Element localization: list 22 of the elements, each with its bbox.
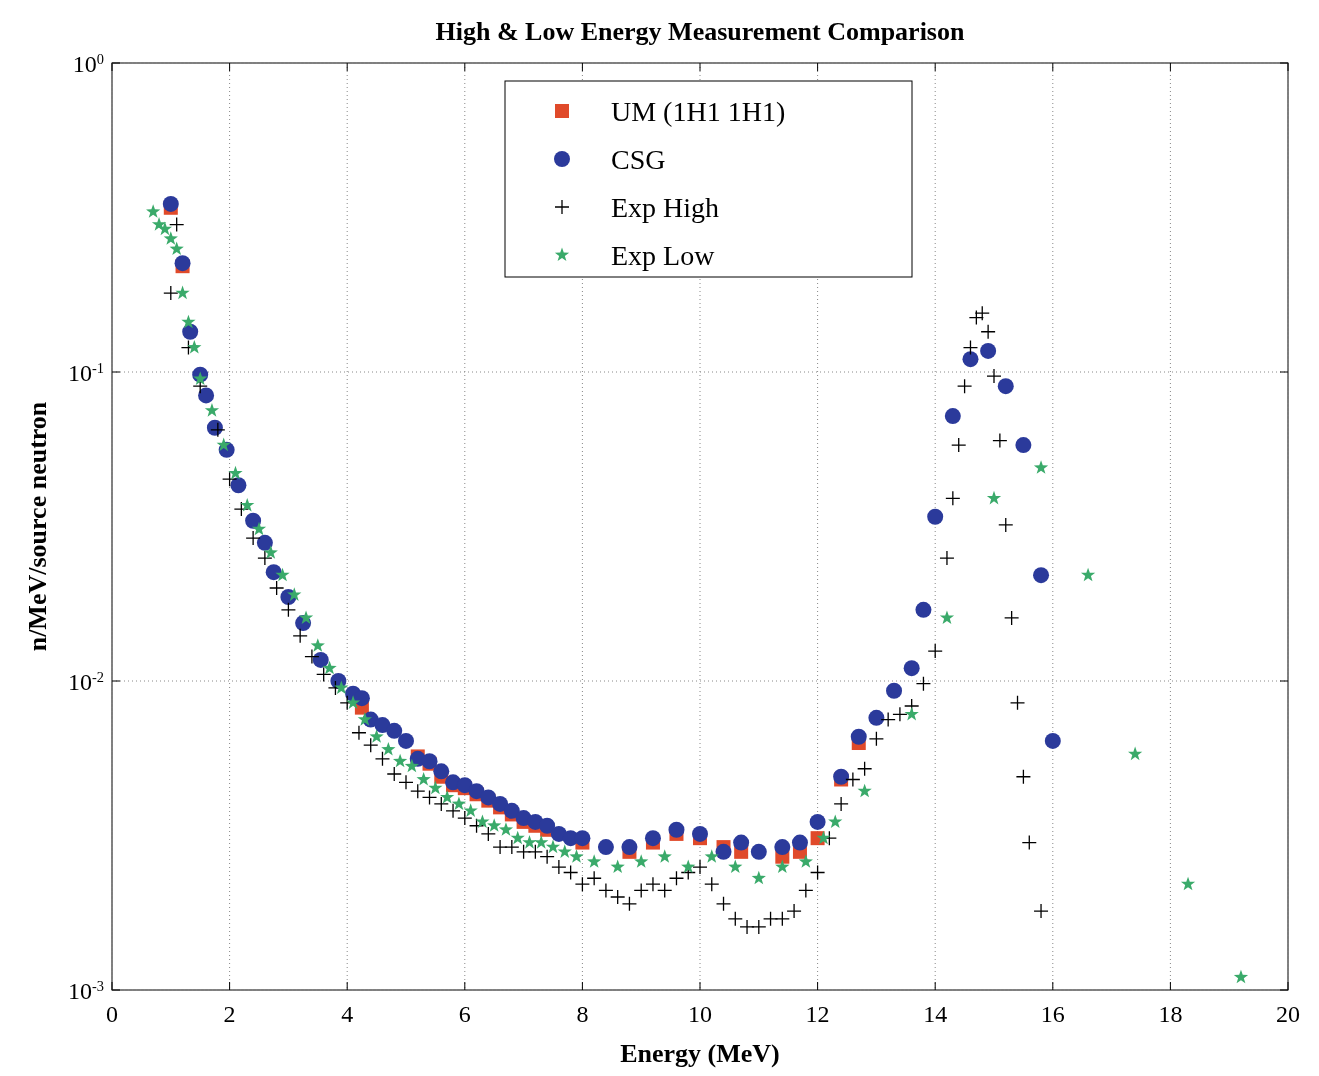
x-tick-label: 2 [223, 1001, 236, 1027]
legend-label: UM (1H1 1H1) [611, 96, 786, 127]
y-tick-label: 10$^{-1}$ [68, 360, 104, 386]
x-tick-label: 20 [1276, 1001, 1300, 1027]
x-tick-label: 12 [805, 1001, 830, 1027]
x-tick-label: 0 [106, 1001, 118, 1027]
legend-label: Exp High [611, 192, 720, 223]
legend-label: Exp Low [611, 240, 716, 271]
y-tick-label: 10$^{-2}$ [68, 669, 104, 695]
x-tick-label: 10 [688, 1001, 712, 1027]
x-tick-label: 18 [1158, 1001, 1183, 1027]
x-tick-label: 14 [923, 1001, 948, 1027]
legend-label: CSG [611, 144, 666, 175]
y-tick-label: 10$^{-3}$ [68, 978, 104, 1004]
y-tick-label: 10$^{0}$ [72, 51, 104, 77]
x-tick-label: 6 [458, 1001, 471, 1027]
x-tick-label: 4 [341, 1001, 354, 1027]
x-axis-title: Energy (MeV) [620, 1039, 780, 1068]
x-tick-label: 8 [576, 1001, 589, 1027]
chart-title: High & Low Energy Measurement Comparison [435, 17, 965, 46]
y-axis-title: n/MeV/source neutron [23, 401, 52, 652]
x-tick-label: 16 [1040, 1001, 1065, 1027]
